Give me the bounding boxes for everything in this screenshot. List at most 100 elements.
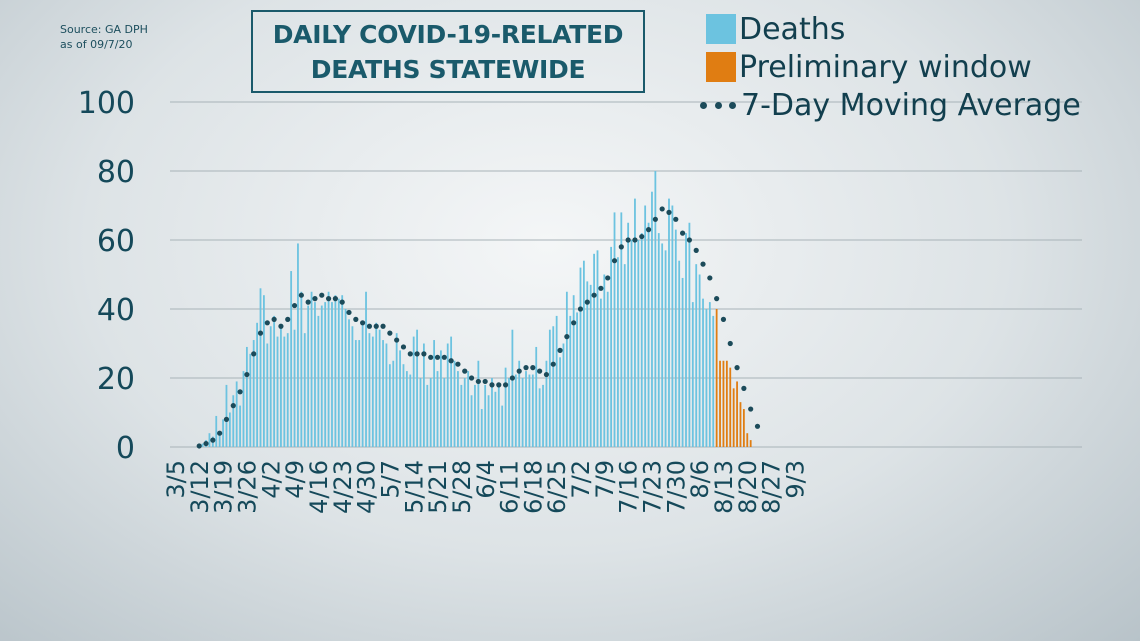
deaths-bar <box>378 329 381 447</box>
deaths-bar <box>474 384 476 447</box>
deaths-bar <box>691 302 694 447</box>
x-tick-label: 8/20 <box>734 460 762 514</box>
deaths-bar <box>698 274 701 447</box>
deaths-bar <box>688 222 691 447</box>
deaths-bar <box>368 333 371 447</box>
deaths-bar <box>484 384 487 447</box>
deaths-bar <box>354 340 357 447</box>
x-tick-label: 5/14 <box>400 460 428 514</box>
deaths-bar <box>497 384 500 447</box>
deaths-bar <box>674 229 677 447</box>
x-tick-label: 4/16 <box>305 460 333 514</box>
deaths-bar <box>504 367 507 447</box>
deaths-bar <box>395 333 398 447</box>
gridlines <box>170 101 1082 448</box>
moving-average-point <box>686 237 693 243</box>
deaths-bar <box>589 284 592 447</box>
moving-average-point <box>271 316 277 322</box>
preliminary-bar <box>742 409 745 447</box>
deaths-bar <box>259 288 262 447</box>
deaths-bar <box>201 443 204 447</box>
moving-average-point <box>448 358 454 364</box>
deaths-bar <box>511 329 514 447</box>
deaths-bar <box>617 257 619 447</box>
x-tick-label: 4/23 <box>329 460 357 514</box>
deaths-bar <box>712 315 715 447</box>
moving-average-point <box>223 416 230 422</box>
moving-average-point <box>455 361 461 367</box>
moving-average-point <box>564 334 570 340</box>
x-tick-label: 5/21 <box>424 460 452 514</box>
moving-average-point <box>210 437 216 443</box>
deaths-bar <box>293 329 296 447</box>
preliminary-bar <box>749 440 752 447</box>
deaths-bar <box>348 319 350 447</box>
deaths-bar <box>297 243 299 447</box>
deaths-bar <box>245 346 248 447</box>
x-tick-label: 5/7 <box>376 460 404 499</box>
deaths-bar <box>664 250 667 447</box>
deaths-bar <box>412 336 415 447</box>
preliminary-bar <box>729 367 732 447</box>
deaths-bar <box>405 371 408 447</box>
moving-average-point <box>475 378 481 385</box>
deaths-bar <box>644 205 647 447</box>
moving-average-point <box>380 323 386 329</box>
source-note: Source: GA DPH as of 09/7/20 <box>60 22 148 52</box>
deaths-bar <box>453 360 456 447</box>
deaths-bar <box>273 315 276 447</box>
deaths-bar <box>671 205 674 447</box>
preliminary-swatch <box>706 52 736 82</box>
x-tick-label: 6/18 <box>519 460 547 514</box>
moving-average-point <box>577 306 584 312</box>
deaths-bar <box>290 271 293 447</box>
preliminary-bar <box>715 309 718 447</box>
moving-average-point <box>748 406 754 412</box>
moving-average-point <box>734 365 740 371</box>
deaths-bar <box>446 343 449 447</box>
moving-average-point <box>373 323 379 329</box>
x-tick-label: 6/4 <box>472 460 500 499</box>
deaths-bar <box>365 291 367 447</box>
moving-average-point <box>291 302 298 309</box>
moving-average-point <box>257 330 264 336</box>
moving-average-point <box>727 340 733 347</box>
moving-average-point <box>673 216 679 222</box>
x-tick-label: 7/2 <box>567 460 595 499</box>
deaths-bar <box>337 298 340 447</box>
legend-label-preliminary: Preliminary window <box>739 49 1032 85</box>
deaths-bar <box>681 277 684 447</box>
deaths-bar <box>269 326 272 447</box>
deaths-bar <box>545 360 548 447</box>
moving-average-point <box>264 320 270 326</box>
deaths-bar <box>565 291 568 447</box>
y-tick-label: 40 <box>97 293 135 328</box>
preliminary-bar <box>719 360 721 447</box>
x-tick-label: 7/16 <box>615 460 643 514</box>
moving-average-point <box>339 299 345 305</box>
deaths-bar <box>457 371 459 447</box>
deaths-bar <box>327 291 330 447</box>
deaths-bar <box>242 371 245 447</box>
moving-average-point <box>632 237 638 243</box>
deaths-bar <box>470 395 473 447</box>
deaths-bar <box>702 298 704 447</box>
deaths-bar <box>705 309 708 447</box>
moving-average-point <box>550 361 556 367</box>
deaths-bar <box>317 315 320 447</box>
moving-average-point <box>530 365 536 371</box>
deaths-bar <box>228 412 231 447</box>
x-tick-label: 7/23 <box>639 460 667 514</box>
deaths-bar <box>623 264 626 447</box>
deaths-bar <box>657 233 660 447</box>
deaths-bar <box>303 333 306 447</box>
deaths-bar <box>426 384 429 447</box>
y-tick-label: 0 <box>116 431 135 466</box>
deaths-bar <box>422 343 425 447</box>
deaths-bar <box>613 212 616 447</box>
deaths-bar <box>596 250 599 447</box>
dotted-line-swatch <box>700 101 736 109</box>
y-axis-tick-labels: 0 20 40 60 80 100 <box>78 86 135 466</box>
deaths-bar <box>361 322 364 447</box>
moving-average-point <box>441 354 447 360</box>
